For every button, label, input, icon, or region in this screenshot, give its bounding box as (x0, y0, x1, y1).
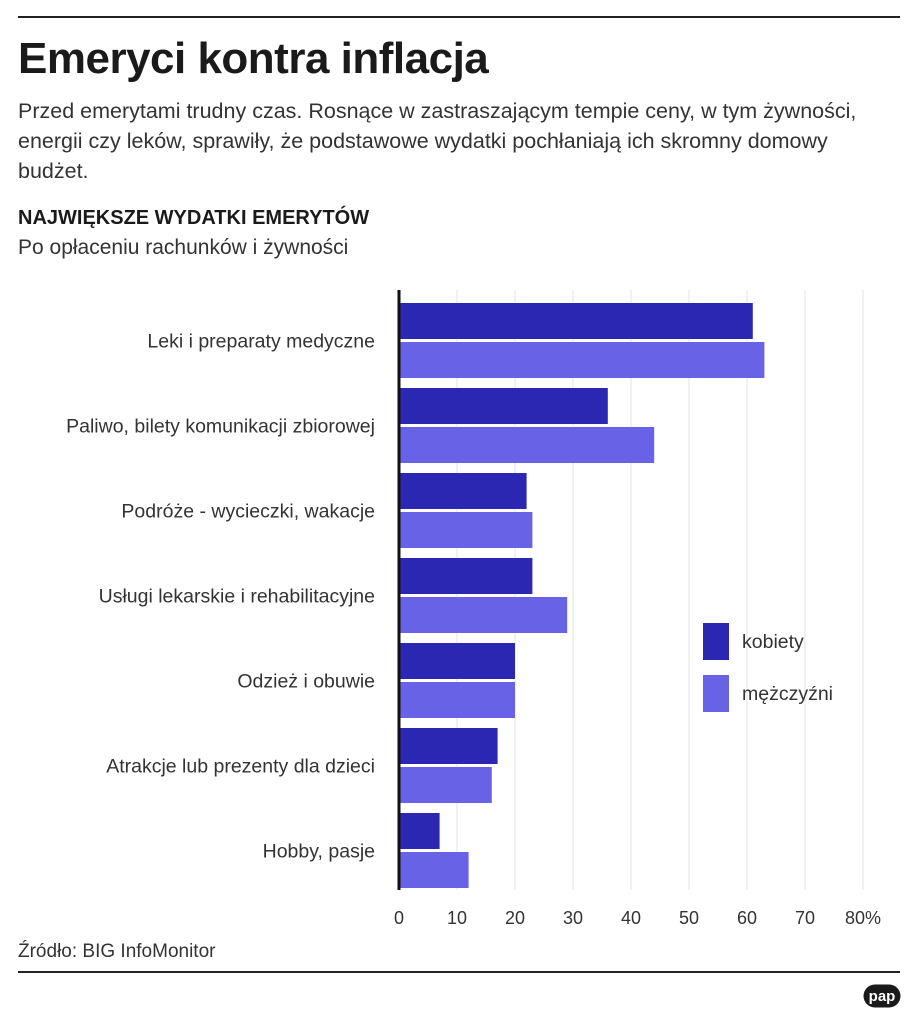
category-labels: Leki i preparaty medyczne Paliwo, bilety … (66, 331, 375, 863)
x-tick-label: 30 (563, 908, 583, 928)
legend-label: mężczyźni (742, 683, 833, 705)
top-rule (18, 16, 900, 18)
lede-text: Przed emerytami trudny czas. Rosnące w z… (18, 99, 857, 183)
bar-men (399, 342, 765, 378)
category-label: Paliwo, bilety komunikacji zbiorowej (66, 416, 375, 438)
legend-swatch (703, 623, 729, 660)
category-label: Podróże - wycieczki, wakacje (121, 501, 375, 523)
bar-men (399, 852, 469, 888)
chart-title: NAJWIĘKSZE WYDATKI EMERYTÓW (18, 207, 370, 229)
x-tick-label: 10 (447, 908, 467, 928)
pap-logo: pap (863, 984, 901, 1008)
category-label: Usługi lekarskie i rehabilitacyjne (99, 586, 375, 608)
category-label: Odzież i obuwie (237, 671, 375, 693)
page-title: Emeryci kontra inflacja (18, 34, 489, 83)
x-tick-label: 40 (621, 908, 641, 928)
x-tick-label: 50 (679, 908, 699, 928)
source-note: Źródło: BIG InfoMonitor (18, 941, 216, 962)
bottom-rule (18, 971, 900, 973)
x-tick-label: 0 (394, 908, 404, 928)
category-label: Leki i preparaty medyczne (147, 331, 375, 353)
category-label: Atrakcje lub prezenty dla dzieci (106, 756, 375, 778)
x-tick-label: 80% (845, 908, 881, 928)
bar-women (399, 388, 608, 424)
legend-swatch (703, 675, 729, 712)
bar-chart: Leki i preparaty medyczne Paliwo, bilety … (66, 290, 881, 928)
bar-men (399, 597, 568, 633)
x-tick-label: 70 (795, 908, 815, 928)
x-tick-label: 20 (505, 908, 525, 928)
bar-women (399, 643, 515, 679)
pap-logo-text: pap (869, 988, 896, 1005)
x-tick-labels: 0 10 20 30 40 50 60 70 80% (394, 908, 881, 928)
bar-women (399, 728, 498, 764)
chart-subtitle: Po opłaceniu rachunków i żywności (18, 236, 349, 259)
legend: kobiety mężczyźni (703, 623, 833, 712)
bar-women (399, 473, 527, 509)
legend-label: kobiety (742, 631, 804, 653)
x-tick-label: 60 (737, 908, 757, 928)
bar-women (399, 558, 533, 594)
bar-women (399, 303, 753, 339)
bars (399, 303, 765, 888)
bar-men (399, 512, 533, 548)
bar-women (399, 813, 440, 849)
category-label: Hobby, pasje (263, 841, 375, 863)
bar-men (399, 767, 492, 803)
bar-men (399, 427, 655, 463)
bar-men (399, 682, 515, 718)
